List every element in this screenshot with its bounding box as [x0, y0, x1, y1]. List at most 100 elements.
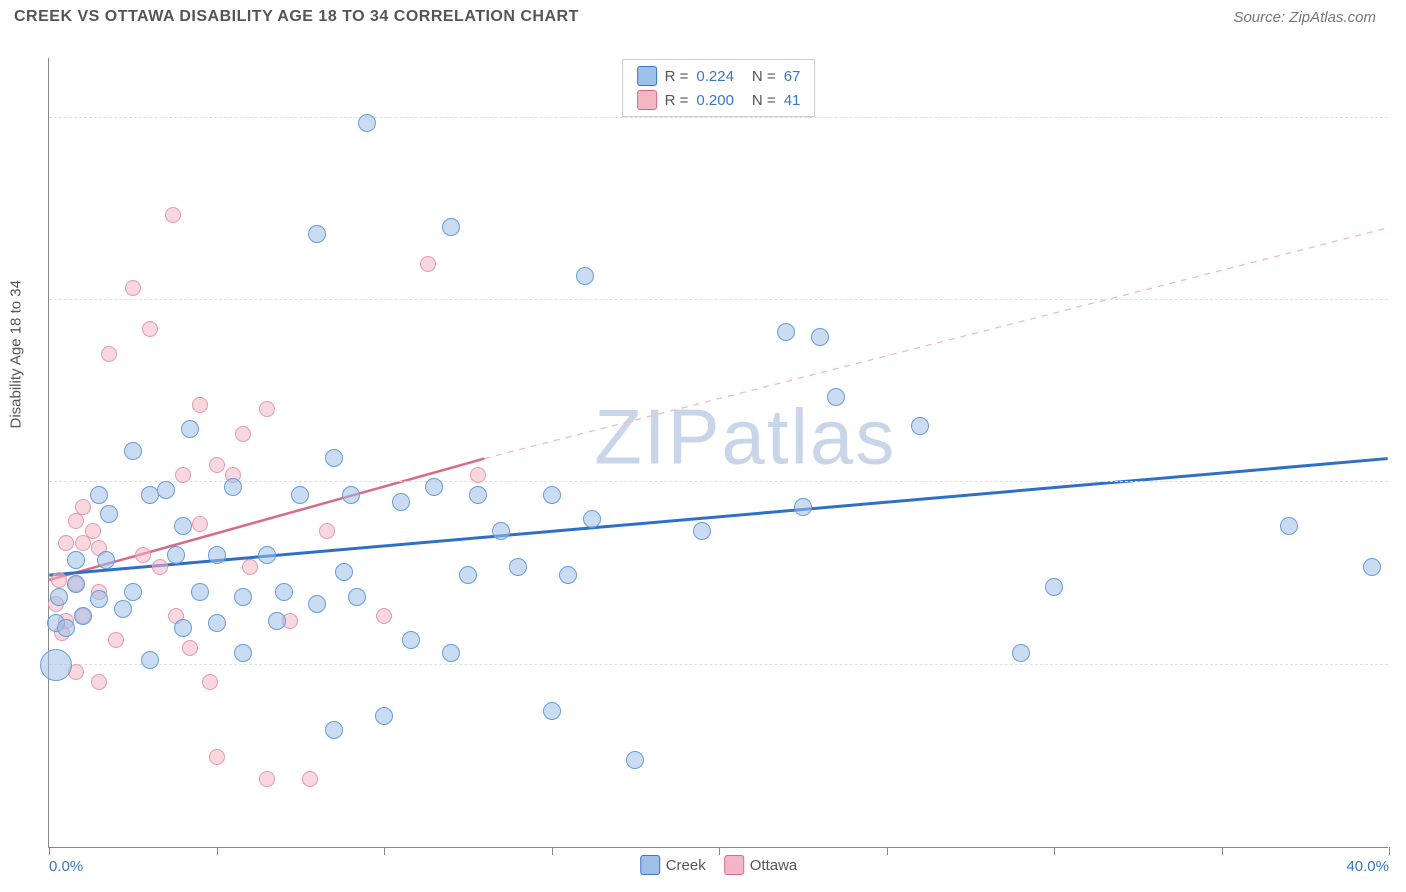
ottawa-point [108, 632, 124, 648]
creek-point [392, 493, 410, 511]
ottawa-point [302, 771, 318, 787]
creek-point [335, 563, 353, 581]
creek-point [208, 546, 226, 564]
creek-point [90, 486, 108, 504]
chart-plot-area: ZIPatlas R = 0.224N = 67R = 0.200N = 41 … [48, 58, 1388, 848]
legend-n-value: 41 [784, 92, 801, 109]
creek-point [97, 551, 115, 569]
creek-point [626, 751, 644, 769]
ottawa-point [235, 426, 251, 442]
ottawa-point [101, 346, 117, 362]
legend-series-label: Ottawa [750, 857, 798, 874]
legend-r-label: R = [665, 68, 689, 85]
y-tick-label: 15.0% [1393, 457, 1406, 474]
creek-point [492, 522, 510, 540]
trend-line [484, 228, 1387, 459]
chart-title: CREEK VS OTTAWA DISABILITY AGE 18 TO 34 … [14, 8, 579, 26]
creek-point [258, 546, 276, 564]
legend-swatch-icon [637, 66, 657, 86]
trend-line [49, 459, 1387, 576]
creek-point [777, 323, 795, 341]
creek-point [67, 575, 85, 593]
creek-point [1363, 558, 1381, 576]
creek-point [167, 546, 185, 564]
ottawa-point [135, 547, 151, 563]
creek-point [469, 486, 487, 504]
creek-point [208, 614, 226, 632]
legend-r-value: 0.224 [696, 68, 734, 85]
creek-point [459, 566, 477, 584]
x-tick-label: 40.0% [1346, 858, 1389, 875]
creek-point [40, 649, 72, 681]
x-tick [384, 847, 385, 855]
ottawa-point [470, 467, 486, 483]
watermark: ZIPatlas [594, 391, 896, 482]
creek-point [224, 478, 242, 496]
creek-point [141, 486, 159, 504]
creek-point [275, 583, 293, 601]
ottawa-point [142, 321, 158, 337]
creek-point [124, 442, 142, 460]
legend-n-label: N = [752, 92, 776, 109]
creek-point [442, 644, 460, 662]
creek-point [181, 420, 199, 438]
x-tick-label: 0.0% [49, 858, 83, 875]
creek-point [811, 328, 829, 346]
ottawa-point [68, 513, 84, 529]
creek-point [348, 588, 366, 606]
creek-point [1280, 517, 1298, 535]
creek-point [543, 702, 561, 720]
legend-row: R = 0.224N = 67 [637, 64, 801, 88]
creek-point [358, 114, 376, 132]
creek-point [114, 600, 132, 618]
creek-point [827, 388, 845, 406]
ottawa-point [259, 401, 275, 417]
ottawa-point [209, 457, 225, 473]
x-tick [49, 847, 50, 855]
y-tick-label: 7.5% [1393, 639, 1406, 656]
creek-point [509, 558, 527, 576]
creek-point [291, 486, 309, 504]
creek-point [794, 498, 812, 516]
creek-point [234, 588, 252, 606]
legend-r-value: 0.200 [696, 92, 734, 109]
creek-point [402, 631, 420, 649]
creek-point [100, 505, 118, 523]
creek-point [543, 486, 561, 504]
creek-point [425, 478, 443, 496]
correlation-legend: R = 0.224N = 67R = 0.200N = 41 [622, 59, 816, 117]
creek-point [693, 522, 711, 540]
ottawa-point [376, 608, 392, 624]
trend-lines-layer [49, 58, 1388, 847]
legend-r-label: R = [665, 92, 689, 109]
ottawa-point [91, 674, 107, 690]
creek-point [325, 721, 343, 739]
y-tick-label: 22.5% [1393, 275, 1406, 292]
ottawa-point [175, 467, 191, 483]
x-tick [1222, 847, 1223, 855]
legend-series-label: Creek [666, 857, 706, 874]
legend-swatch-icon [640, 855, 660, 875]
creek-point [191, 583, 209, 601]
series-legend: Creek Ottawa [640, 855, 798, 875]
y-tick-label: 30.0% [1393, 92, 1406, 109]
creek-point [576, 267, 594, 285]
creek-point [559, 566, 577, 584]
creek-point [268, 612, 286, 630]
creek-point [234, 644, 252, 662]
creek-point [911, 417, 929, 435]
legend-row: R = 0.200 N = 41 [637, 88, 801, 112]
ottawa-point [420, 256, 436, 272]
creek-point [124, 583, 142, 601]
source-label: Source: ZipAtlas.com [1233, 9, 1376, 26]
legend-series-item: Ottawa [724, 855, 798, 875]
ottawa-point [242, 559, 258, 575]
ottawa-point [85, 523, 101, 539]
creek-point [375, 707, 393, 725]
x-tick [552, 847, 553, 855]
ottawa-point [152, 559, 168, 575]
creek-point [90, 590, 108, 608]
creek-point [1012, 644, 1030, 662]
creek-point [141, 651, 159, 669]
ottawa-point [51, 572, 67, 588]
